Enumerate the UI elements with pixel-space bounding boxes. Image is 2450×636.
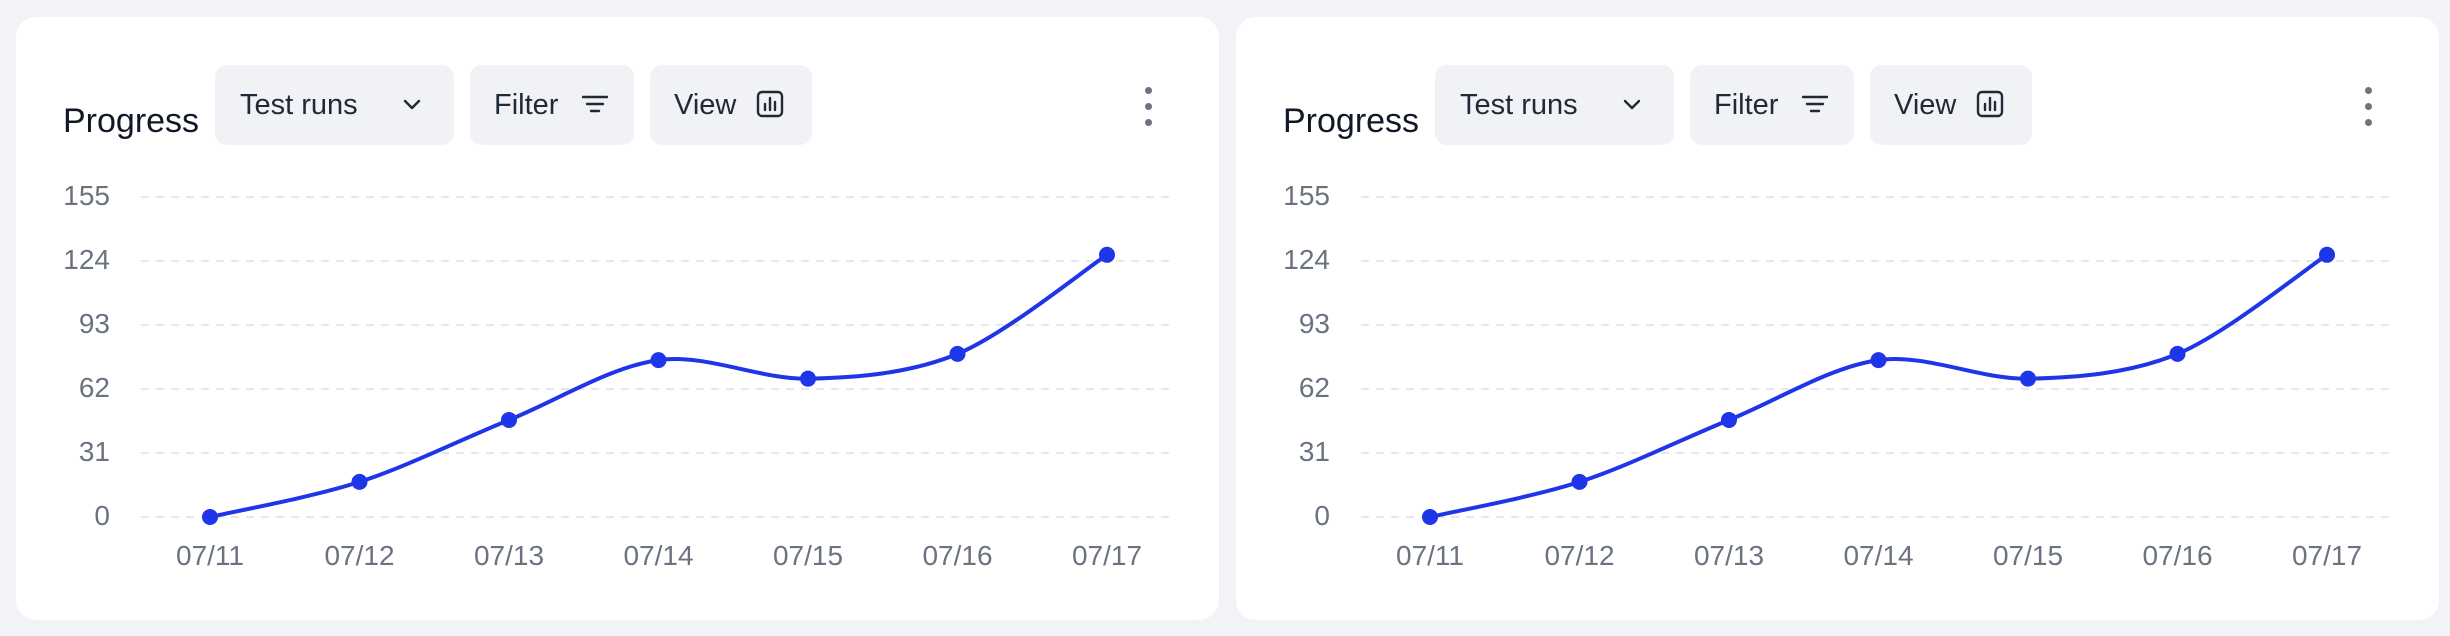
x-tick-label: 07/16 — [922, 540, 992, 571]
data-point[interactable] — [2169, 345, 2186, 362]
y-tick-label: 0 — [94, 500, 110, 531]
filter-label: Filter — [1714, 88, 1779, 121]
y-tick-label: 124 — [1283, 244, 1330, 275]
progress-card: Progress Test runs Filter View 0 31 62 93 12… — [1236, 17, 2439, 620]
x-tick-label: 07/14 — [623, 540, 693, 571]
data-point[interactable] — [800, 370, 816, 387]
y-tick-label: 155 — [1283, 180, 1330, 211]
dropdown-label: Test runs — [240, 88, 358, 121]
series-line — [1428, 252, 2329, 519]
data-point[interactable] — [2319, 246, 2335, 263]
chevron-down-icon — [403, 99, 421, 110]
y-tick-label: 31 — [1299, 436, 1330, 467]
filter-icon — [1802, 95, 1828, 113]
card-title: Progress — [63, 102, 200, 140]
data-point[interactable] — [949, 345, 966, 362]
x-tick-label: 07/11 — [176, 540, 244, 571]
card-title: Progress — [1283, 102, 1420, 140]
y-tick-label: 93 — [79, 308, 110, 339]
test-runs-dropdown[interactable]: Test runs — [215, 65, 454, 145]
x-tick-label: 07/12 — [324, 540, 394, 571]
data-point[interactable] — [501, 411, 517, 428]
x-tick-label: 07/14 — [1843, 540, 1913, 571]
data-point[interactable] — [2020, 370, 2036, 387]
bar-chart-icon — [1976, 90, 2004, 118]
x-tick-label: 07/17 — [2292, 540, 2362, 571]
data-point[interactable] — [1571, 473, 1588, 490]
chevron-down-icon — [1623, 99, 1641, 110]
filter-button[interactable]: Filter — [470, 65, 634, 145]
view-label: View — [674, 88, 737, 121]
filter-label: Filter — [494, 88, 559, 121]
dropdown-label: Test runs — [1460, 88, 1578, 121]
data-point[interactable] — [1099, 246, 1115, 263]
y-tick-label: 155 — [63, 180, 110, 211]
filter-icon — [582, 95, 608, 113]
data-point[interactable] — [351, 473, 368, 490]
x-tick-label: 07/11 — [1396, 540, 1464, 571]
y-tick-label: 93 — [1299, 308, 1330, 339]
bar-chart-icon — [756, 90, 784, 118]
view-button[interactable]: View — [650, 65, 812, 145]
y-tick-label: 62 — [79, 372, 110, 403]
x-tick-label: 07/16 — [2142, 540, 2212, 571]
x-tick-label: 07/15 — [1993, 540, 2063, 571]
progress-card: Progress Test runs Filter View 0 31 62 93 12… — [16, 17, 1219, 620]
filter-button[interactable]: Filter — [1690, 65, 1854, 145]
line-chart: 0 31 62 93 124 155 07/11 07/12 07/13 07/14 07/15 07… — [1283, 180, 2391, 571]
series-line — [208, 252, 1109, 519]
y-tick-label: 0 — [1314, 500, 1330, 531]
x-tick-label: 07/15 — [773, 540, 843, 571]
test-runs-dropdown[interactable]: Test runs — [1435, 65, 1674, 145]
more-vertical-icon[interactable] — [2357, 85, 2381, 129]
line-chart: 0 31 62 93 124 155 07/11 07/12 07/13 07/14 07/15 07… — [63, 180, 1171, 571]
x-tick-label: 07/12 — [1544, 540, 1614, 571]
data-point[interactable] — [650, 352, 667, 369]
data-point[interactable] — [202, 509, 218, 525]
x-tick-label: 07/13 — [474, 540, 544, 571]
data-point[interactable] — [1870, 352, 1887, 369]
view-button[interactable]: View — [1870, 65, 2032, 145]
data-point[interactable] — [1721, 411, 1737, 428]
y-tick-label: 124 — [63, 244, 110, 275]
y-tick-label: 62 — [1299, 372, 1330, 403]
more-vertical-icon[interactable] — [1137, 85, 1161, 129]
x-tick-label: 07/13 — [1694, 540, 1764, 571]
x-tick-label: 07/17 — [1072, 540, 1142, 571]
y-tick-label: 31 — [79, 436, 110, 467]
view-label: View — [1894, 88, 1957, 121]
data-point[interactable] — [1422, 509, 1438, 525]
